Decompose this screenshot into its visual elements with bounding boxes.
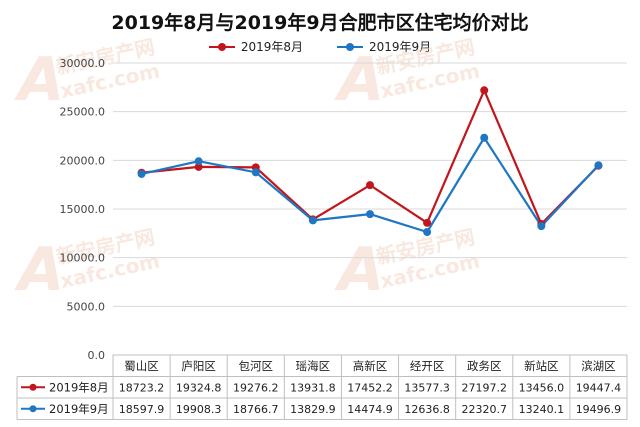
series-point-aug xyxy=(194,162,203,171)
series-point-aug xyxy=(366,181,374,190)
watermark-logo: A xyxy=(14,235,64,305)
x-category-label: 新站区 xyxy=(524,359,559,373)
x-category-label: 庐阳区 xyxy=(181,359,216,373)
y-tick-label: 25000.0 xyxy=(60,106,106,119)
watermark-logo: A xyxy=(334,45,384,115)
x-category-label: 高新区 xyxy=(353,359,388,373)
table-data-cell: 13829.9 xyxy=(290,403,336,416)
table-data-cell: 13931.8 xyxy=(290,382,336,395)
series-point-sep xyxy=(308,216,317,225)
x-category-label: 政务区 xyxy=(467,359,502,373)
y-tick-label: 30000.0 xyxy=(60,57,106,70)
legend-swatch-sep xyxy=(337,42,363,52)
table-series-name: 2019年9月 xyxy=(49,402,109,416)
y-tick-label: 0.0 xyxy=(88,349,106,362)
series-point-sep xyxy=(594,161,603,170)
x-category-label: 包河区 xyxy=(239,359,274,373)
series-point-sep xyxy=(537,222,546,231)
legend-label-aug: 2019年8月 xyxy=(240,40,303,54)
series-point-sep xyxy=(366,210,374,219)
table-data-cell: 13456.0 xyxy=(519,382,565,395)
series-point-aug xyxy=(423,218,432,227)
table-data-cell: 19276.2 xyxy=(233,382,279,395)
legend: 2019年8月 2019年9月 xyxy=(0,38,640,55)
x-category-label: 瑶海区 xyxy=(296,359,331,373)
table-series-name: 2019年8月 xyxy=(49,381,109,395)
series-point-sep xyxy=(480,133,489,142)
table-data-cell: 22320.7 xyxy=(461,403,507,416)
table-data-cell: 27197.2 xyxy=(461,382,507,395)
table-data-cell: 18597.9 xyxy=(119,403,165,416)
y-tick-label: 10000.0 xyxy=(60,252,106,265)
table-data-cell: 19324.8 xyxy=(176,382,222,395)
table-data-cell: 17452.2 xyxy=(347,382,393,395)
y-tick-label: 20000.0 xyxy=(60,154,106,167)
table-data-cell: 19447.4 xyxy=(576,382,622,395)
table-series-key-dot xyxy=(29,383,37,391)
chart-title: 2019年8月与2019年9月合肥市区住宅均价对比 xyxy=(111,12,529,34)
series-point-sep xyxy=(194,157,203,166)
table-data-cell: 18766.7 xyxy=(233,403,279,416)
y-tick-label: 15000.0 xyxy=(60,203,106,216)
table-data-cell: 13577.3 xyxy=(404,382,450,395)
table-data-cell: 14474.9 xyxy=(347,403,393,416)
legend-label-sep: 2019年9月 xyxy=(369,40,432,54)
watermark-logo: A xyxy=(334,235,384,305)
series-point-sep xyxy=(423,228,432,237)
table-data-cell: 19496.9 xyxy=(576,403,622,416)
table-data-cell: 18723.2 xyxy=(119,382,165,395)
legend-swatch-aug xyxy=(208,42,235,52)
legend-item-sep: 2019年9月 xyxy=(337,38,431,55)
x-category-label: 蜀山区 xyxy=(124,359,159,373)
watermark-logo: A xyxy=(14,45,64,115)
table-data-cell: 12636.8 xyxy=(404,403,450,416)
series-point-aug xyxy=(480,86,489,95)
table-series-key-dot xyxy=(29,405,37,413)
y-tick-label: 5000.0 xyxy=(67,300,106,313)
table-data-cell: 19908.3 xyxy=(176,403,222,416)
x-category-label: 经开区 xyxy=(410,359,445,373)
legend-item-aug: 2019年8月 xyxy=(208,38,303,55)
x-category-label: 滨湖区 xyxy=(581,359,616,373)
table-data-cell: 13240.1 xyxy=(519,403,565,416)
series-point-sep xyxy=(137,169,146,178)
series-point-sep xyxy=(251,168,260,177)
